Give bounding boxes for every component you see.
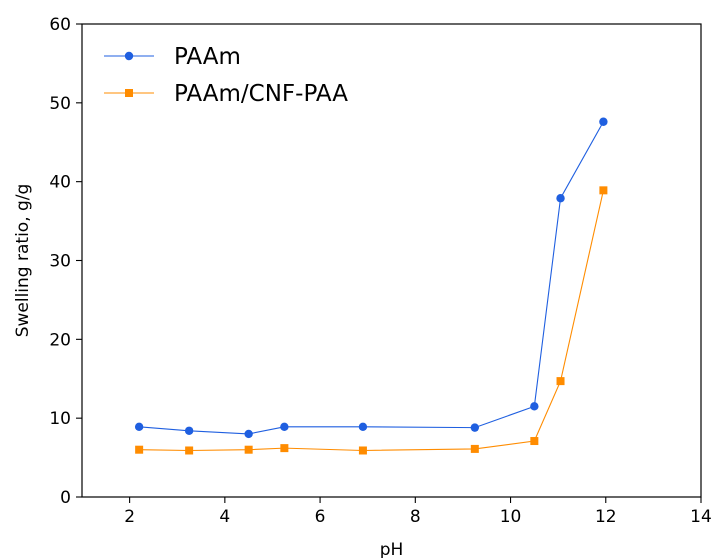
data-marks bbox=[134, 117, 608, 455]
legend-marker bbox=[125, 89, 133, 97]
y-tick-label: 50 bbox=[49, 94, 71, 114]
x-tick-label: 2 bbox=[124, 507, 135, 527]
x-tick-label: 12 bbox=[595, 507, 617, 527]
plot-background bbox=[82, 24, 701, 497]
legend-label: PAAm/CNF-PAA bbox=[174, 81, 348, 107]
series-2-point bbox=[470, 444, 479, 453]
series-2-point bbox=[244, 445, 253, 454]
series-2-point bbox=[135, 445, 144, 454]
plot-frame bbox=[81, 23, 702, 498]
x-tick-label: 6 bbox=[315, 507, 326, 527]
y-tick-label: 40 bbox=[49, 173, 71, 193]
series-2 bbox=[135, 186, 608, 455]
legend: PAAm PAAm/CNF-PAA bbox=[104, 44, 348, 107]
series-1-point bbox=[134, 422, 144, 432]
y-tick-label: 30 bbox=[49, 252, 71, 272]
series-2-point bbox=[185, 446, 194, 455]
series-1-point bbox=[184, 426, 194, 435]
x-axis-label: pH bbox=[380, 540, 404, 558]
series-2-point bbox=[599, 186, 608, 195]
y-axis-label: Swelling ratio, g/g bbox=[13, 184, 33, 338]
x-tick-label: 8 bbox=[410, 507, 421, 527]
series-1 bbox=[134, 117, 608, 439]
series-2-point bbox=[358, 446, 367, 455]
x-tick-label: 10 bbox=[500, 507, 522, 527]
axes: 2 4 6 8 10 12 14 0 10 20 30 40 50 60 bbox=[49, 15, 711, 527]
y-tick-label: 10 bbox=[49, 409, 71, 429]
series-1-point bbox=[280, 422, 289, 432]
series-1-point bbox=[556, 194, 565, 203]
x-tick-label: 14 bbox=[690, 507, 712, 527]
legend-entry-1: PAAm bbox=[104, 44, 241, 70]
series-2-point bbox=[556, 377, 565, 386]
series-1-point bbox=[530, 402, 539, 411]
legend-label: PAAm bbox=[174, 44, 241, 70]
x-tick-label: 4 bbox=[219, 507, 230, 527]
series-1-point bbox=[358, 422, 368, 432]
series-1-point bbox=[244, 429, 253, 439]
series-2-point bbox=[280, 444, 289, 453]
y-tick-label: 60 bbox=[49, 15, 71, 35]
series-2-point bbox=[530, 437, 539, 446]
y-tick-label: 0 bbox=[60, 488, 71, 508]
series-1-point bbox=[599, 117, 608, 126]
y-tick-label: 20 bbox=[49, 330, 71, 350]
series-1-point bbox=[470, 423, 480, 432]
legend-marker bbox=[124, 51, 134, 61]
legend-entry-2: PAAm/CNF-PAA bbox=[104, 81, 348, 107]
